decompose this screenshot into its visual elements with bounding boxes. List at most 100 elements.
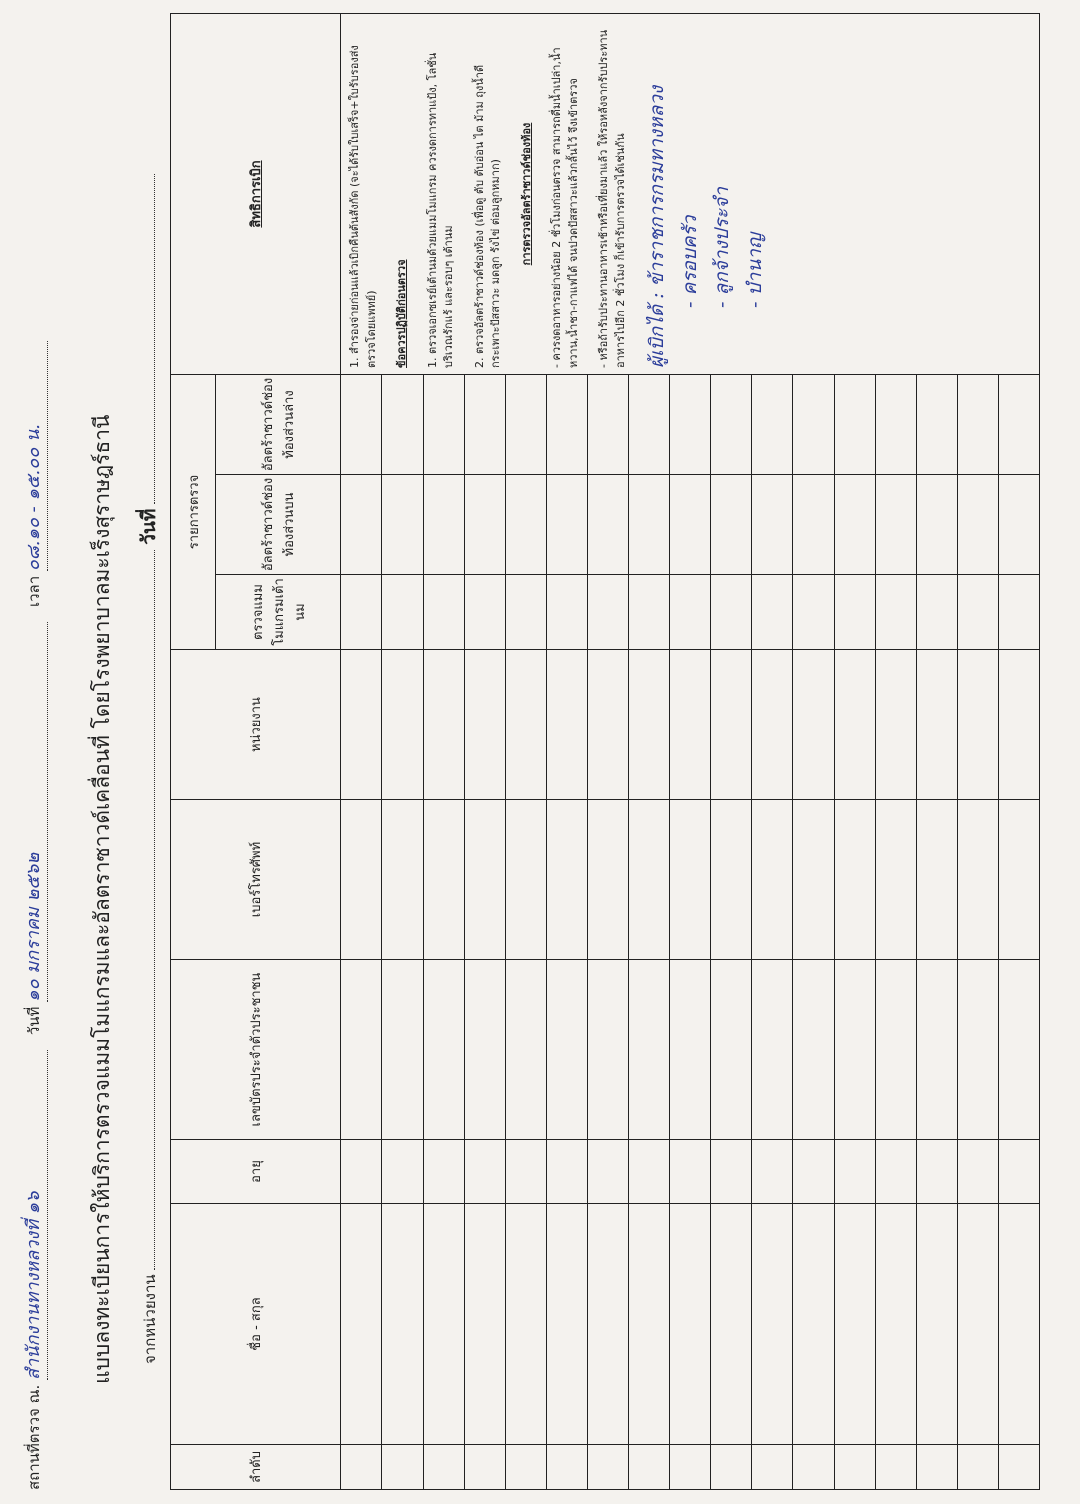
blank-cell (381, 649, 424, 800)
blank-cell (834, 1444, 876, 1490)
notes-cell: 1. สำรองจ่ายก่อนแล้วเบิกคืนต้นสังกัด (จะ… (340, 13, 1040, 375)
blank-cell (875, 574, 917, 650)
blank-cell (751, 1203, 793, 1445)
blank-cell (669, 959, 711, 1140)
blank-cell (546, 1444, 588, 1490)
blank-cell (464, 959, 506, 1140)
blank-cell (546, 959, 588, 1140)
blank-cell (751, 799, 793, 960)
note-title: การตรวจอัลตร้าซาวด์ช่องท้อง (519, 122, 533, 266)
blank-cell (381, 1444, 424, 1490)
blank-cell (464, 649, 506, 800)
blank-cell (546, 799, 588, 960)
blank-cell (587, 1203, 629, 1445)
blank-cell (464, 1203, 506, 1445)
blank-cell (381, 374, 424, 475)
blank-cell (792, 374, 834, 475)
blank-cell (998, 799, 1040, 960)
blank-cell (669, 1139, 711, 1204)
blank-cell (751, 649, 793, 800)
blank-cell (546, 1139, 588, 1204)
blank-cell (423, 374, 465, 475)
note: 1. ตรวจเอกซเรย์เต้านมด้วยแมมโมแกรม ควรงด… (425, 52, 456, 368)
header-cell: ลำดับ (170, 1444, 341, 1490)
blank-cell (505, 1139, 547, 1204)
header-cell: เบอร์โทรศัพท์ (170, 799, 341, 960)
blank-cell (957, 1203, 999, 1445)
blank-cell (423, 649, 465, 800)
blank-cell (464, 374, 506, 475)
blank-cell (957, 799, 999, 960)
blank-cell (464, 1139, 506, 1204)
blank-cell (792, 574, 834, 650)
blank-cell (998, 374, 1040, 475)
blank-cell (669, 1203, 711, 1445)
blank-cell (464, 574, 506, 650)
blank-cell (710, 574, 752, 650)
blank-cell (834, 1139, 876, 1204)
blank-cell (957, 649, 999, 800)
blank-cell (957, 574, 999, 650)
blank-cell (710, 474, 752, 575)
blank-cell (834, 1203, 876, 1445)
blank-cell (998, 1139, 1040, 1204)
blank-cell (381, 474, 424, 575)
blank-cell (875, 474, 917, 575)
blank-cell (587, 1139, 629, 1204)
blank-cell (875, 1139, 917, 1204)
blank-cell (792, 1444, 834, 1490)
blank-cell (792, 799, 834, 960)
blank-cell (381, 799, 424, 960)
blank-cell (792, 1139, 834, 1204)
blank-cell (916, 649, 958, 800)
blank-cell (875, 649, 917, 800)
blank-cell (628, 1444, 670, 1490)
blank-cell (669, 574, 711, 650)
blank-cell (587, 374, 629, 475)
time-label: เวลา (25, 575, 43, 608)
blank-cell (587, 799, 629, 960)
blank-cell (998, 474, 1040, 575)
header-cell: สิทธิการเบิก (170, 13, 341, 375)
blank-cell (423, 1139, 465, 1204)
blank-cell (669, 1444, 711, 1490)
blank-cell (628, 1203, 670, 1445)
blank-cell (587, 574, 629, 650)
blank-cell (834, 574, 876, 650)
blank-cell (464, 799, 506, 960)
header-cell: หน่วยงาน (170, 649, 341, 800)
blank-cell (628, 799, 670, 960)
blank-cell (546, 574, 588, 650)
blank-cell (834, 649, 876, 800)
blank-cell (628, 1139, 670, 1204)
header-cell: อายุ (170, 1139, 341, 1204)
blank-cell (916, 574, 958, 650)
blank-cell (546, 374, 588, 475)
header-cell: เลขบัตรประจำตัวประชาชน (170, 959, 341, 1140)
date-label: วันที่ (25, 1006, 43, 1036)
blank-cell (916, 474, 958, 575)
blank-cell (751, 1444, 793, 1490)
blank-cell (957, 1139, 999, 1204)
form-title: แบบลงทะเบียนการให้บริการตรวจแมมโมแกรมและ… (90, 414, 114, 1384)
note: 2. ตรวจอัลตร้าซาวด์ช่องท้อง (เพื่อดู ตับ… (472, 64, 503, 368)
blank-cell (669, 474, 711, 575)
blank-cell (916, 799, 958, 960)
handwritten-note: - ครอบครัว (678, 215, 701, 308)
blank-cell (998, 574, 1040, 650)
blank-cell (505, 474, 547, 575)
blank-cell (834, 959, 876, 1140)
blank-cell (957, 374, 999, 475)
blank-cell (669, 374, 711, 475)
blank-cell (710, 799, 752, 960)
blank-cell (834, 799, 876, 960)
blank-cell (423, 1444, 465, 1490)
blank-cell (998, 1203, 1040, 1445)
register-table: ลำดับ ชื่อ - สกุล อายุ เลขบัตรประจำตัวปร… (170, 13, 1040, 1490)
blank-cell (957, 959, 999, 1140)
blank-cell (792, 959, 834, 1140)
blank-cell (875, 374, 917, 475)
note-title: ข้อควรปฏิบัติก่อนตรวจ (395, 259, 409, 368)
place-value: สำนักงานทางหลวงที่ ๑๖ (18, 1049, 48, 1380)
blank-cell (587, 1444, 629, 1490)
